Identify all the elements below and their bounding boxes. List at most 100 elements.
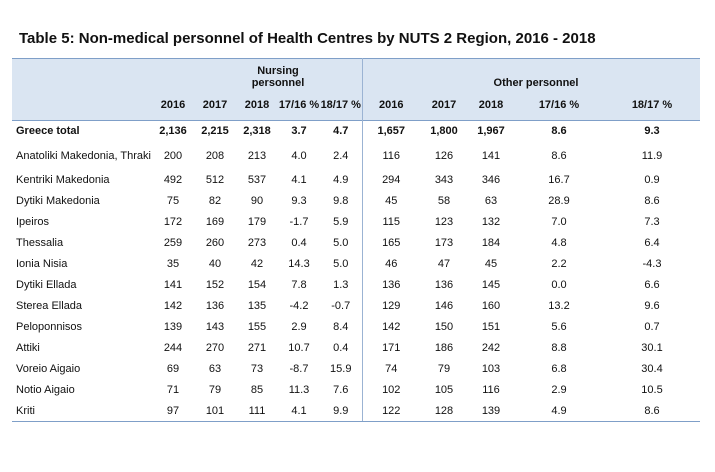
other-cell: 343 [434,174,454,186]
col-17-16: 17/16 % [278,91,320,121]
other-cell: 165 [382,237,401,249]
nursing-cell: 172 [163,216,183,228]
other-cell: 9.3 [604,120,700,142]
other-cell: 136 [434,279,454,291]
nursing-cell: 139 [163,321,183,333]
nursing-cell: 85 [250,384,264,396]
other-cell: 116 [482,384,500,396]
other-cell: 141 [481,149,501,162]
nursing-cell: 213 [247,149,267,162]
col-2016: 2016 [152,91,194,121]
region-name: Dytiki Makedonia [16,195,100,207]
other-cell: 8.8 [551,342,567,354]
other-cell: 28.9 [548,195,570,207]
nursing-cell: 35 [166,258,180,270]
nursing-cell: 143 [205,321,225,333]
col-18-17: 18/17 % [320,91,363,121]
region-name: Greece total [12,120,152,142]
nursing-cell: 71 [166,384,180,396]
nursing-cell: 2,215 [194,120,236,142]
table-row: Anatoliki Makedonia, Thraki 200 208 213 4.0 2… [12,141,700,170]
nursing-cell: 63 [208,363,222,375]
nursing-cell: 4.0 [291,149,307,162]
nursing-cell: 111 [236,400,278,422]
other-cell: 146 [434,300,454,312]
other-cell: 45 [484,258,498,270]
nursing-cell: 152 [205,279,225,291]
other-cell: 145 [481,279,501,291]
nursing-cell: 135 [247,300,267,312]
region-name: Notio Aigaio [16,384,75,396]
other-cell: 142 [382,321,401,333]
table-row: Kriti 97 101 111 4.1 9.9 122 128 139 4.9 8.6 [12,400,700,422]
nursing-cell: 0.4 [291,237,307,249]
nursing-cell: 270 [205,342,225,354]
region-name: Kriti [12,400,152,422]
nursing-cell: 169 [205,216,225,228]
nursing-cell: 200 [163,149,183,162]
other-cell: 2.9 [551,384,567,396]
nursing-cell: 259 [163,237,183,249]
table-row: Kentriki Makedonia 492 512 537 4.1 4.9 294 343 3… [12,169,700,191]
nursing-cell: 1.3 [320,274,363,296]
region-name: Anatoliki Makedonia, Thraki [16,149,151,162]
col-2018: 2018 [468,91,514,121]
other-cell: 346 [481,174,501,186]
col-2017: 2017 [420,91,468,121]
table-row: Voreio Aigaio 69 63 73 -8.7 15.9 74 79 103 6.8 30.… [12,358,700,380]
nursing-cell: 4.7 [320,120,363,142]
other-cell: 8.6 [644,195,660,207]
nursing-cell: 82 [208,195,222,207]
nursing-cell: 10.7 [288,342,310,354]
other-cell: 136 [382,279,401,291]
other-cell: 294 [382,174,401,186]
other-cell: 45 [385,195,398,207]
nursing-cell: -0.7 [320,295,363,317]
nursing-cell: 4.1 [291,174,307,186]
nursing-cell: 7.6 [320,379,363,401]
other-cell: 103 [481,363,501,375]
nursing-cell: -1.7 [289,216,309,228]
other-cell: 102 [382,384,401,396]
group-header-row: Nursing personnel Other personnel [12,58,700,91]
other-cell: 11.9 [641,149,663,162]
nursing-cell: -4.2 [289,300,309,312]
nursing-cell: 69 [166,363,180,375]
table-row: Thessalia 259 260 273 0.4 5.0 165 173 184 4.8 6.4 [12,232,700,254]
nursing-cell: 2,318 [236,120,278,142]
nursing-cell: 273 [247,237,267,249]
other-cell: 58 [437,195,451,207]
table-row: Greece total 2,136 2,215 2,318 3.7 4.7 1,657 1,… [12,120,700,142]
nursing-cell: 260 [205,237,225,249]
nursing-cell: 40 [208,258,222,270]
other-cell: 171 [382,342,401,354]
other-cell: 6.4 [644,237,660,249]
region-name: Attiki [16,342,40,354]
other-cell: 122 [362,400,420,422]
other-cell: 0.9 [644,174,660,186]
nursing-cell: 9.3 [291,195,307,207]
table-title: Table 5: Non-medical personnel of Health… [19,30,596,47]
other-cell: 242 [481,342,501,354]
other-cell: 46 [385,258,398,270]
col-17-16: 17/16 % [514,91,604,121]
group-other: Other personnel [468,58,604,91]
other-cell: 6.6 [644,279,660,291]
other-cell: 139 [468,400,514,422]
nursing-cell: 5.0 [320,253,363,275]
other-cell: 173 [434,237,454,249]
table-body: Greece total 2,136 2,215 2,318 3.7 4.7 1,657 1,… [12,120,700,422]
col-2016: 2016 [362,91,420,121]
other-cell: 0.0 [551,279,567,291]
other-cell: 63 [484,195,498,207]
other-cell: 105 [434,384,454,396]
nursing-cell: 154 [247,279,267,291]
region-name: Peloponnisos [16,321,83,333]
other-cell: 7.3 [644,216,660,228]
other-cell: 8.6 [514,120,604,142]
nursing-cell: 73 [250,363,264,375]
nursing-cell: 79 [208,384,222,396]
other-cell: 160 [481,300,501,312]
nursing-cell: 11.3 [288,384,310,396]
